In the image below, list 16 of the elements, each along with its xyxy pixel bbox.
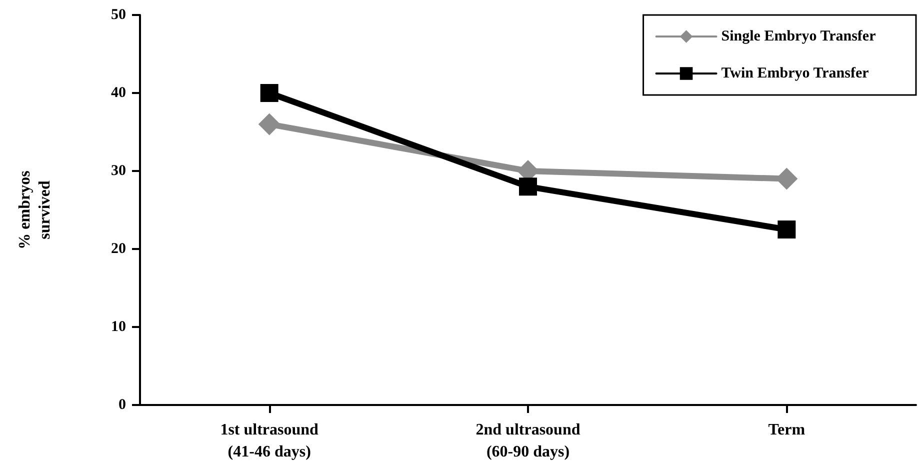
point (258, 113, 280, 136)
x-tick-label: 2nd ultrasound (60-90 days) (476, 422, 580, 460)
y-tick-label: 30 (111, 163, 126, 179)
y-tick-label: 20 (111, 241, 126, 257)
legend-label: Single Embryo Transfer (721, 28, 876, 44)
y-tick-label: 50 (111, 7, 126, 23)
x-tick-label: 1st ultrasound (41-46 days) (220, 422, 319, 460)
point (519, 178, 537, 196)
legend-label: Twin Embryo Transfer (721, 66, 870, 82)
y-tick-label: 0 (118, 397, 126, 413)
y-tick-label: 40 (111, 85, 126, 101)
y-tick-label: 10 (111, 319, 126, 335)
point (778, 220, 796, 238)
point (260, 84, 278, 102)
y-axis-title: % embryos survived (16, 170, 54, 250)
x-tick-label: Term (768, 422, 806, 438)
